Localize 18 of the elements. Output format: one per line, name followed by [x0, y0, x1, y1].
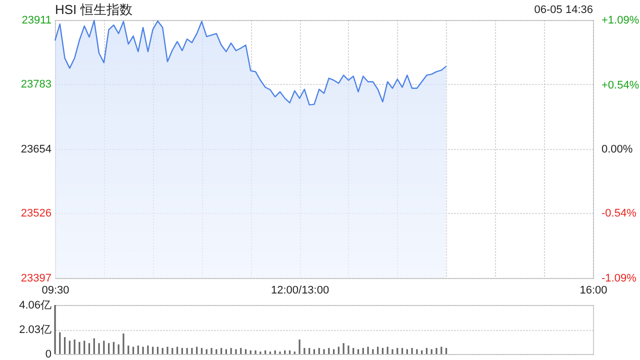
- y-tick-label: 23911: [22, 14, 52, 26]
- x-tick-label: 09:30: [42, 284, 70, 296]
- y2-tick-label: -1.09%: [602, 272, 637, 284]
- text: 06-05 14:36: [534, 4, 593, 16]
- y2-tick-label: -0.54%: [602, 207, 637, 220]
- y2-tick-label: +0.54%: [602, 80, 640, 92]
- x-tick-label: 16:00: [580, 284, 608, 296]
- y-tick-label: 23397: [20, 272, 52, 284]
- y-tick-label: 23526: [20, 208, 52, 220]
- y-tick-label: 4.06亿: [19, 300, 52, 312]
- y2-tick-label: +1.09%: [602, 14, 640, 26]
- y-tick-label: 23654: [20, 144, 52, 156]
- y-tick-label: 0: [45, 348, 52, 360]
- chart-title: HSI 恒生指数: [55, 2, 132, 18]
- y-tick-label: 23783: [20, 78, 52, 91]
- x-tick-label: 12:00/13:00: [270, 284, 330, 296]
- y-tick-label: 2.03亿: [19, 324, 52, 336]
- y2-tick-label: 0.00%: [602, 144, 633, 156]
